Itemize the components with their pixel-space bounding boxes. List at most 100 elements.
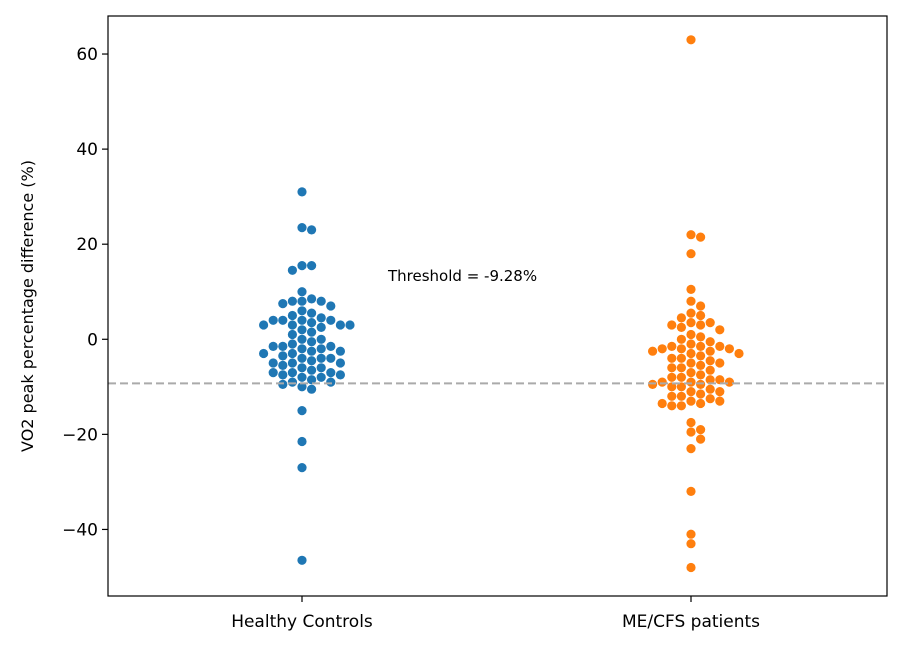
data-point bbox=[287, 368, 297, 378]
data-point bbox=[287, 265, 297, 275]
data-point bbox=[686, 318, 696, 328]
data-point bbox=[316, 353, 326, 363]
data-point bbox=[307, 294, 317, 304]
data-point bbox=[316, 296, 326, 306]
data-point bbox=[326, 353, 336, 363]
data-point bbox=[686, 417, 696, 428]
data-point bbox=[676, 353, 687, 363]
data-point bbox=[676, 401, 687, 411]
y-tick-label: −40 bbox=[62, 520, 98, 540]
data-point bbox=[268, 315, 278, 325]
data-point bbox=[676, 363, 687, 373]
threshold-annotation: Threshold = -9.28% bbox=[387, 267, 537, 285]
data-point bbox=[676, 344, 687, 354]
data-point bbox=[657, 344, 667, 354]
data-point bbox=[326, 368, 336, 378]
data-point bbox=[297, 325, 307, 335]
data-point bbox=[297, 463, 307, 473]
data-point bbox=[715, 341, 725, 351]
data-point bbox=[667, 372, 677, 382]
data-point bbox=[667, 353, 677, 363]
data-point bbox=[287, 377, 297, 387]
data-point bbox=[278, 341, 288, 351]
data-point bbox=[297, 406, 307, 416]
x-tick-label: ME/CFS patients bbox=[622, 612, 760, 632]
data-point bbox=[297, 436, 307, 447]
data-point bbox=[686, 427, 696, 437]
data-point bbox=[686, 348, 696, 359]
data-point bbox=[297, 382, 307, 392]
data-point bbox=[686, 329, 696, 340]
data-point bbox=[307, 261, 317, 271]
data-point bbox=[307, 365, 317, 375]
data-point bbox=[648, 379, 658, 389]
data-point bbox=[287, 320, 297, 330]
data-point bbox=[316, 363, 326, 373]
data-point bbox=[326, 315, 336, 325]
data-point bbox=[705, 384, 715, 394]
data-point bbox=[316, 334, 326, 344]
data-point bbox=[686, 308, 696, 318]
data-point bbox=[297, 261, 307, 271]
data-point bbox=[696, 320, 706, 330]
data-point bbox=[297, 555, 307, 565]
data-point bbox=[667, 391, 677, 401]
data-point bbox=[724, 377, 735, 387]
data-point bbox=[686, 486, 696, 496]
data-point bbox=[307, 346, 317, 356]
data-point bbox=[686, 358, 696, 368]
data-point bbox=[307, 375, 317, 385]
data-point bbox=[287, 358, 297, 368]
data-point bbox=[686, 529, 696, 539]
data-point bbox=[696, 332, 706, 342]
data-point bbox=[335, 370, 345, 380]
data-point bbox=[278, 370, 288, 380]
data-point bbox=[648, 346, 658, 356]
data-point bbox=[287, 329, 297, 340]
data-point bbox=[297, 344, 307, 354]
data-point bbox=[715, 325, 725, 335]
data-point bbox=[686, 396, 696, 406]
data-point bbox=[307, 327, 317, 337]
data-point bbox=[696, 351, 706, 361]
data-point bbox=[316, 344, 326, 354]
x-tick-label: Healthy Controls bbox=[231, 612, 373, 632]
data-point bbox=[676, 372, 687, 382]
data-points bbox=[259, 35, 744, 573]
data-point bbox=[686, 444, 696, 454]
data-point bbox=[316, 313, 326, 323]
data-point bbox=[686, 377, 696, 387]
data-point bbox=[297, 296, 307, 306]
data-point bbox=[326, 377, 336, 387]
data-point bbox=[734, 348, 744, 359]
data-point bbox=[705, 365, 715, 375]
data-point bbox=[696, 360, 706, 370]
data-point bbox=[705, 346, 715, 356]
data-point bbox=[326, 301, 336, 311]
data-point bbox=[307, 337, 317, 347]
data-point bbox=[335, 358, 345, 368]
data-point bbox=[676, 322, 687, 332]
data-point bbox=[696, 379, 706, 389]
data-point bbox=[278, 299, 288, 309]
y-tick-label: 60 bbox=[76, 45, 98, 65]
data-point bbox=[335, 346, 345, 356]
y-tick-label: 0 bbox=[87, 330, 98, 350]
data-point bbox=[686, 296, 696, 306]
data-point bbox=[696, 398, 706, 409]
data-point bbox=[667, 320, 677, 330]
y-axis-ticks: −40 −20 0 20 40 60 bbox=[62, 45, 108, 540]
data-point bbox=[268, 341, 278, 351]
plot-frame bbox=[107, 15, 888, 597]
data-point bbox=[686, 562, 696, 573]
data-point bbox=[715, 358, 725, 368]
data-point bbox=[667, 382, 677, 392]
data-point bbox=[297, 372, 307, 382]
data-point bbox=[676, 382, 687, 392]
data-point bbox=[287, 296, 297, 306]
data-point bbox=[307, 384, 317, 394]
data-point bbox=[715, 396, 725, 406]
data-point bbox=[724, 344, 735, 354]
data-point bbox=[297, 334, 307, 344]
